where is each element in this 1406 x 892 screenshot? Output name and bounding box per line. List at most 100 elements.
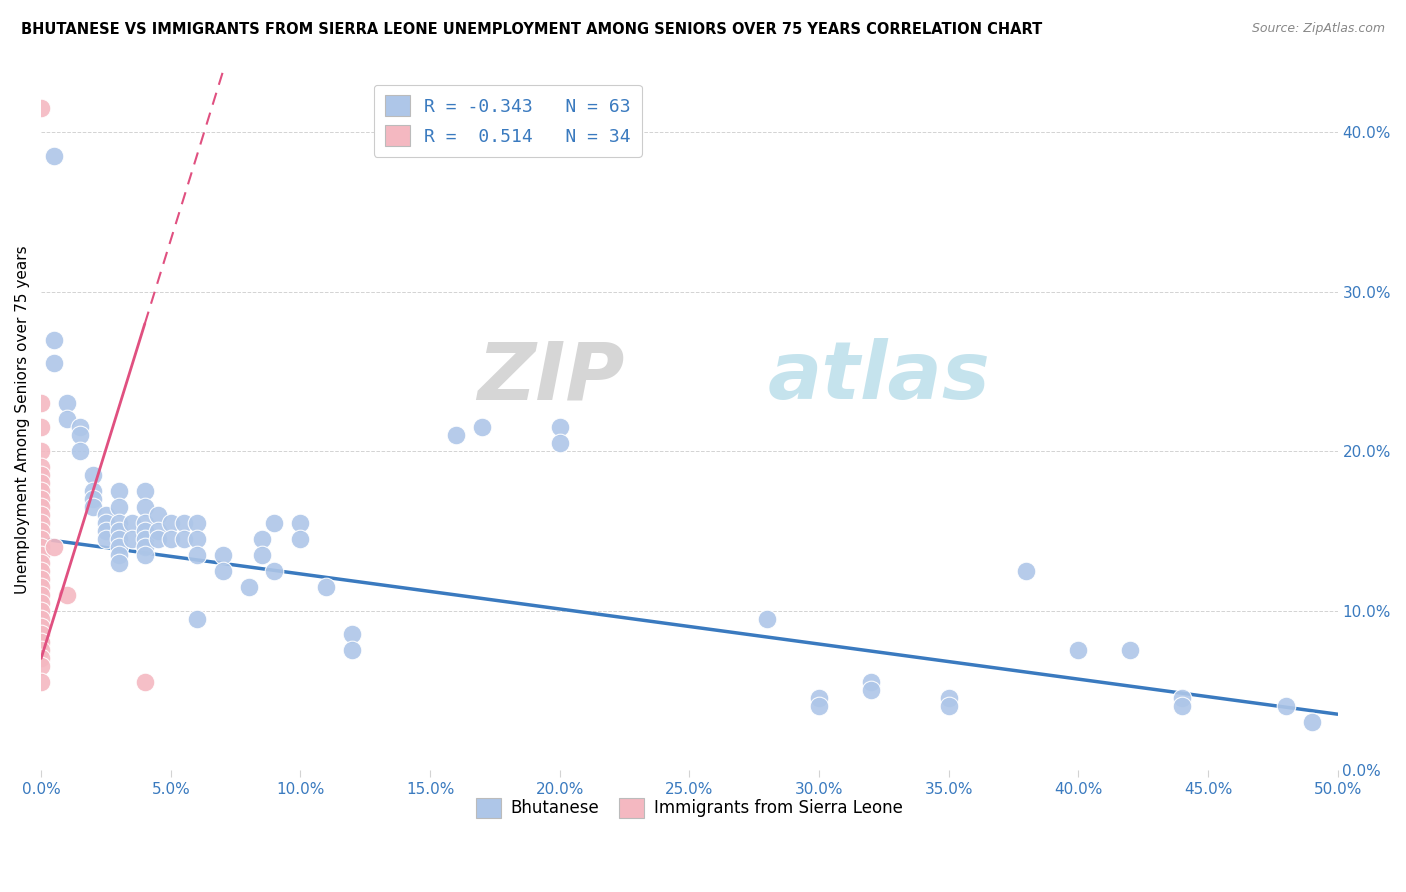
Point [108, 524, 131, 538]
Point [121, 532, 143, 546]
Point [30, 508, 52, 522]
Point [186, 548, 208, 562]
Point [30, 491, 52, 506]
Point [69, 444, 91, 458]
Point [30, 556, 52, 570]
Point [1171, 691, 1194, 706]
Point [1274, 699, 1296, 714]
Point [30, 396, 52, 410]
Point [30, 619, 52, 633]
Point [444, 428, 467, 442]
Point [56, 396, 79, 410]
Point [30, 540, 52, 554]
Point [808, 691, 831, 706]
Point [30, 476, 52, 491]
Point [30, 635, 52, 649]
Point [938, 691, 960, 706]
Point [146, 532, 169, 546]
Point [290, 532, 312, 546]
Point [30, 651, 52, 665]
Point [1015, 564, 1038, 578]
Point [134, 540, 156, 554]
Point [121, 516, 143, 530]
Point [94, 508, 117, 522]
Point [315, 580, 337, 594]
Point [94, 524, 117, 538]
Point [30, 596, 52, 610]
Point [186, 516, 208, 530]
Point [238, 580, 260, 594]
Point [30, 532, 52, 546]
Point [30, 675, 52, 690]
Point [30, 420, 52, 434]
Point [159, 516, 181, 530]
Point [186, 532, 208, 546]
Point [808, 699, 831, 714]
Point [56, 412, 79, 426]
Point [94, 516, 117, 530]
Point [42, 540, 65, 554]
Point [30, 468, 52, 483]
Point [108, 500, 131, 514]
Point [342, 627, 364, 641]
Point [108, 540, 131, 554]
Point [146, 524, 169, 538]
Point [30, 500, 52, 514]
Point [1067, 643, 1090, 657]
Point [146, 508, 169, 522]
Point [69, 428, 91, 442]
Legend: Bhutanese, Immigrants from Sierra Leone: Bhutanese, Immigrants from Sierra Leone [468, 791, 910, 825]
Text: atlas: atlas [768, 338, 990, 417]
Point [30, 460, 52, 475]
Point [548, 420, 571, 434]
Point [134, 483, 156, 498]
Point [30, 588, 52, 602]
Point [108, 516, 131, 530]
Point [134, 548, 156, 562]
Point [173, 532, 195, 546]
Text: Source: ZipAtlas.com: Source: ZipAtlas.com [1251, 22, 1385, 36]
Point [186, 611, 208, 625]
Point [30, 611, 52, 625]
Point [30, 580, 52, 594]
Point [108, 532, 131, 546]
Point [134, 524, 156, 538]
Point [250, 548, 273, 562]
Point [69, 420, 91, 434]
Point [211, 564, 233, 578]
Point [471, 420, 494, 434]
Text: ZIP: ZIP [477, 338, 624, 417]
Point [134, 532, 156, 546]
Point [30, 101, 52, 115]
Point [30, 627, 52, 641]
Point [263, 564, 285, 578]
Point [42, 356, 65, 370]
Point [1171, 699, 1194, 714]
Point [134, 516, 156, 530]
Point [56, 588, 79, 602]
Point [30, 524, 52, 538]
Point [108, 548, 131, 562]
Point [30, 483, 52, 498]
Point [30, 516, 52, 530]
Point [250, 532, 273, 546]
Point [263, 516, 285, 530]
Point [82, 491, 104, 506]
Point [173, 516, 195, 530]
Point [42, 333, 65, 347]
Y-axis label: Unemployment Among Seniors over 75 years: Unemployment Among Seniors over 75 years [15, 245, 30, 593]
Point [30, 643, 52, 657]
Point [82, 500, 104, 514]
Point [1301, 715, 1323, 730]
Point [82, 468, 104, 483]
Point [859, 675, 882, 690]
Point [938, 699, 960, 714]
Point [108, 483, 131, 498]
Text: BHUTANESE VS IMMIGRANTS FROM SIERRA LEONE UNEMPLOYMENT AMONG SENIORS OVER 75 YEA: BHUTANESE VS IMMIGRANTS FROM SIERRA LEON… [21, 22, 1042, 37]
Point [30, 564, 52, 578]
Point [548, 436, 571, 450]
Point [30, 572, 52, 586]
Point [134, 500, 156, 514]
Point [30, 603, 52, 617]
Point [30, 548, 52, 562]
